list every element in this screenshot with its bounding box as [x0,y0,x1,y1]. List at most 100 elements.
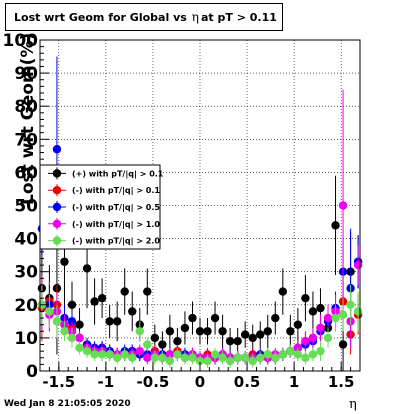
title-suffix: at pT > 0.11 [201,11,277,24]
data-point [128,307,137,316]
data-point [143,340,152,349]
data-point [271,353,280,362]
data-point [233,353,242,362]
x-tick-label: 1.5 [328,373,355,391]
data-point [286,346,295,356]
data-point [323,313,333,323]
data-point [180,323,190,333]
data-point [271,313,280,323]
data-point [203,327,212,336]
data-point [301,337,310,346]
data-point [301,293,310,303]
legend-label: (-) with pT/|q| > 0.5 [72,203,160,212]
data-point [210,350,220,359]
legend-label: (+) with pT/|q| > 0.1 [72,169,164,178]
data-point [218,327,227,336]
data-point [112,353,122,362]
data-point [105,317,114,326]
data-point [263,350,272,359]
data-point [143,353,152,362]
data-point [82,264,92,273]
y-tick-label: 10 [14,329,38,349]
x-tick-label: 1 [289,373,299,391]
data-point [353,260,363,270]
y-tick-label: 0 [26,362,38,382]
series-4 [37,284,363,368]
data-point [308,333,318,343]
legend-label: (-) with pT/|q| > 2.0 [72,237,160,246]
data-point [203,356,212,366]
data-point [323,333,333,343]
legend-marker [52,236,62,245]
data-point [67,317,77,326]
data-point [233,337,242,346]
chart-title: Lost wrt Geom for Global vs η at pT > 0.11 [5,3,283,31]
legend-marker [52,169,62,178]
data-point [263,327,272,336]
data-point [240,353,250,362]
data-series [37,56,363,371]
data-point [218,353,227,362]
data-point [316,323,325,333]
y-tick-label: 30 [14,263,38,283]
data-point [150,333,160,343]
data-point [316,303,325,313]
data-point [195,327,205,336]
data-point [331,221,340,230]
legend-marker [52,202,62,212]
legend-marker [52,219,62,228]
y-tick-label: 70 [14,130,38,150]
data-point [128,353,137,362]
data-point [293,320,303,329]
legend: (+) with pT/|q| > 0.1 (-) with pT/|q| > 0… [39,164,164,250]
data-point [301,353,310,362]
data-point [286,327,295,336]
data-point [346,300,355,309]
data-point [256,353,265,362]
legend-label: (-) with pT/|q| > 1.0 [72,220,160,229]
axes: -1.5 -1 -0.5 0 0.5 1 1.5 0 10 20 30 40 50 60 70 80 90 100 [3,31,361,391]
data-point [112,317,122,326]
y-tick-label: 100 [3,31,39,51]
data-point [52,317,62,326]
data-point [45,307,54,316]
data-point [248,333,257,343]
title-eta-symbol: η [191,10,199,24]
y-tick-label: 80 [14,97,38,117]
data-point [338,201,348,210]
data-point [150,353,160,362]
data-point [105,350,114,359]
data-point [316,346,325,356]
data-point [331,313,340,323]
data-point [338,310,348,319]
data-point [256,330,265,339]
data-point [67,300,77,309]
data-point [158,353,167,362]
y-tick-label: 50 [14,197,38,217]
data-point [75,333,84,343]
legend-label: (-) with pT/|q| > 0.1 [72,186,160,195]
data-point [90,297,99,306]
data-point [293,350,303,359]
data-point [308,350,318,359]
x-tick-label: -1.5 [42,373,75,391]
x-tick-label: -1 [98,373,115,391]
data-point [248,356,257,366]
data-point [225,337,235,346]
data-point [210,313,220,323]
data-point [90,350,99,359]
x-axis-label: η [349,397,357,412]
data-point [60,327,69,336]
data-point [165,327,175,336]
data-point [67,333,77,343]
legend-marker [52,186,62,195]
x-tick-label: -0.5 [137,373,170,391]
data-point [173,350,182,359]
data-point [173,337,182,346]
data-point [143,287,152,296]
data-point [135,327,144,336]
data-point [120,287,129,296]
y-axis-label: Lost wrt Geom(%) [18,32,38,205]
data-point [338,340,348,349]
